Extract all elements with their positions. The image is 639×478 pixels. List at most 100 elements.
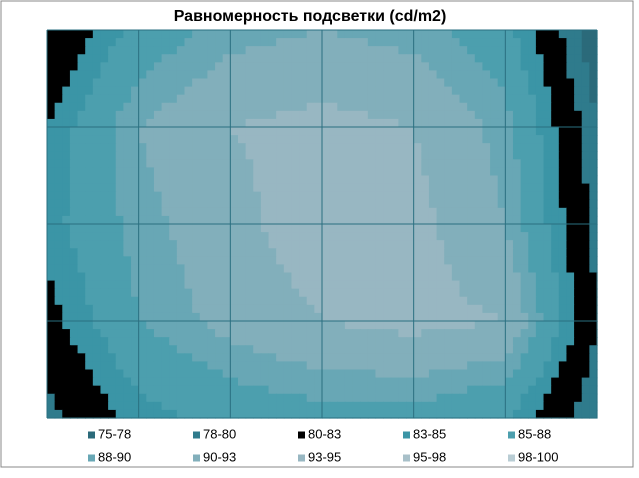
legend-label: 93-95 <box>308 449 341 464</box>
contour-fill <box>176 288 186 298</box>
contour-fill <box>299 143 308 152</box>
contour-fill <box>253 240 262 249</box>
contour-fill <box>360 312 369 322</box>
contour-fill <box>108 385 117 395</box>
contour-fill <box>337 46 346 55</box>
contour-fill <box>543 256 552 266</box>
contour-fill <box>581 135 590 144</box>
contour-fill <box>505 62 514 72</box>
contour-fill <box>54 337 63 346</box>
contour-fill <box>360 191 369 201</box>
contour-fill <box>108 329 117 338</box>
contour-fill <box>253 337 262 346</box>
contour-fill <box>230 118 239 128</box>
contour-fill <box>474 54 484 63</box>
contour-fill <box>329 151 338 160</box>
contour-fill <box>268 369 277 379</box>
contour-fill <box>337 337 346 346</box>
contour-fill <box>566 288 575 298</box>
contour-fill <box>131 280 140 290</box>
contour-fill <box>184 248 193 257</box>
contour-fill <box>62 296 71 306</box>
contour-fill <box>329 288 338 298</box>
contour-fill <box>153 30 163 39</box>
contour-fill <box>123 78 132 88</box>
contour-fill <box>123 304 132 314</box>
contour-fill <box>383 102 392 112</box>
contour-fill <box>490 110 499 120</box>
contour-fill <box>512 78 522 88</box>
contour-fill <box>535 94 545 104</box>
contour-fill <box>260 215 270 225</box>
contour-fill <box>69 151 79 160</box>
contour-fill <box>490 38 499 47</box>
contour-fill <box>421 224 430 233</box>
contour-fill <box>62 369 71 379</box>
contour-fill <box>329 329 338 338</box>
contour-fill <box>276 401 285 411</box>
contour-fill <box>153 62 163 72</box>
contour-fill <box>421 321 430 330</box>
contour-fill <box>176 248 186 257</box>
contour-fill <box>314 110 323 120</box>
contour-fill <box>230 191 239 201</box>
contour-fill <box>92 329 102 338</box>
contour-fill <box>192 199 201 209</box>
contour-fill <box>169 86 178 96</box>
contour-fill <box>283 118 293 128</box>
contour-fill <box>123 385 132 395</box>
contour-fill <box>360 46 369 55</box>
contour-fill <box>207 207 216 217</box>
contour-fill <box>497 296 506 306</box>
contour-fill <box>360 409 369 419</box>
contour-fill <box>566 232 575 241</box>
contour-fill <box>551 409 560 419</box>
contour-fill <box>260 329 270 338</box>
contour-fill <box>329 409 338 419</box>
contour-fill <box>131 54 140 63</box>
contour-fill <box>444 70 453 80</box>
contour-fill <box>69 280 79 290</box>
contour-fill <box>169 94 178 104</box>
contour-fill <box>306 118 315 128</box>
contour-fill <box>337 248 346 257</box>
contour-fill <box>123 401 132 411</box>
contour-fill <box>406 280 415 290</box>
contour-fill <box>100 102 109 112</box>
contour-fill <box>581 199 590 209</box>
contour-fill <box>253 102 262 112</box>
contour-fill <box>551 38 560 47</box>
contour-fill <box>375 345 384 354</box>
contour-fill <box>54 304 63 314</box>
contour-fill <box>459 304 468 314</box>
contour-fill <box>467 240 476 249</box>
contour-fill <box>421 272 430 282</box>
contour-fill <box>268 312 277 322</box>
contour-fill <box>428 102 438 112</box>
contour-fill <box>543 191 552 201</box>
contour-fill <box>482 38 491 47</box>
contour-fill <box>192 183 201 193</box>
contour-fill <box>77 385 86 395</box>
contour-fill <box>566 353 575 363</box>
contour-fill <box>268 296 277 306</box>
contour-fill <box>276 361 285 371</box>
contour-fill <box>69 232 79 241</box>
contour-fill <box>322 304 331 314</box>
contour-fill <box>268 207 277 217</box>
contour-fill <box>467 135 476 144</box>
contour-fill <box>520 329 529 338</box>
contour-fill <box>428 191 438 201</box>
contour-fill <box>131 46 140 55</box>
contour-fill <box>268 159 277 169</box>
contour-fill <box>176 345 186 354</box>
contour-fill <box>581 377 590 387</box>
contour-fill <box>207 151 216 160</box>
contour-fill <box>512 94 522 104</box>
contour-fill <box>92 30 102 39</box>
contour-fill <box>520 215 529 225</box>
contour-fill <box>207 369 216 379</box>
contour-fill <box>268 62 277 72</box>
contour-fill <box>268 167 277 177</box>
